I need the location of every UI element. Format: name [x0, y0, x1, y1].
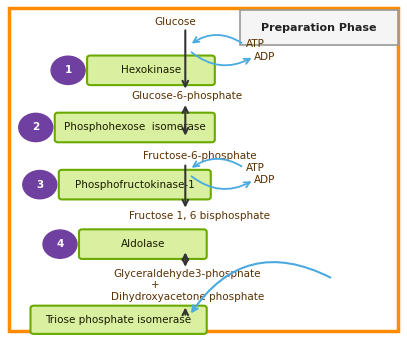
Text: 4: 4	[56, 239, 63, 249]
Text: Fructose-6-phosphate: Fructose-6-phosphate	[142, 151, 256, 161]
FancyBboxPatch shape	[55, 113, 215, 142]
Circle shape	[19, 113, 53, 142]
Text: Preparation Phase: Preparation Phase	[261, 23, 376, 33]
Text: Phosphofructokinase-1: Phosphofructokinase-1	[75, 180, 195, 190]
Text: Hexokinase: Hexokinase	[121, 65, 181, 75]
Text: Aldolase: Aldolase	[121, 239, 165, 249]
FancyBboxPatch shape	[31, 306, 207, 334]
Text: ADP: ADP	[254, 175, 276, 185]
Circle shape	[51, 56, 85, 84]
FancyBboxPatch shape	[240, 10, 398, 45]
Text: Glyceraldehyde3-phosphate: Glyceraldehyde3-phosphate	[114, 270, 261, 279]
Text: 1: 1	[64, 65, 72, 75]
FancyBboxPatch shape	[79, 230, 207, 259]
FancyBboxPatch shape	[9, 8, 398, 331]
Text: 3: 3	[36, 180, 44, 190]
FancyBboxPatch shape	[87, 56, 215, 85]
Text: ADP: ADP	[254, 52, 276, 62]
Circle shape	[23, 171, 57, 199]
FancyBboxPatch shape	[59, 170, 211, 199]
Text: Triose phosphate isomerase: Triose phosphate isomerase	[46, 315, 192, 325]
Text: ATP: ATP	[246, 39, 265, 49]
Text: Glucose: Glucose	[154, 17, 196, 26]
Text: Dihydroxyacetone phosphate: Dihydroxyacetone phosphate	[111, 292, 264, 302]
Text: +: +	[151, 280, 159, 291]
Text: ATP: ATP	[246, 163, 265, 173]
Text: Glucose-6-phosphate: Glucose-6-phosphate	[132, 91, 243, 101]
Text: Phosphohexose  isomerase: Phosphohexose isomerase	[64, 122, 206, 133]
Circle shape	[43, 230, 77, 258]
Text: 2: 2	[32, 122, 39, 133]
Text: Fructose 1, 6 bisphosphate: Fructose 1, 6 bisphosphate	[129, 211, 270, 221]
